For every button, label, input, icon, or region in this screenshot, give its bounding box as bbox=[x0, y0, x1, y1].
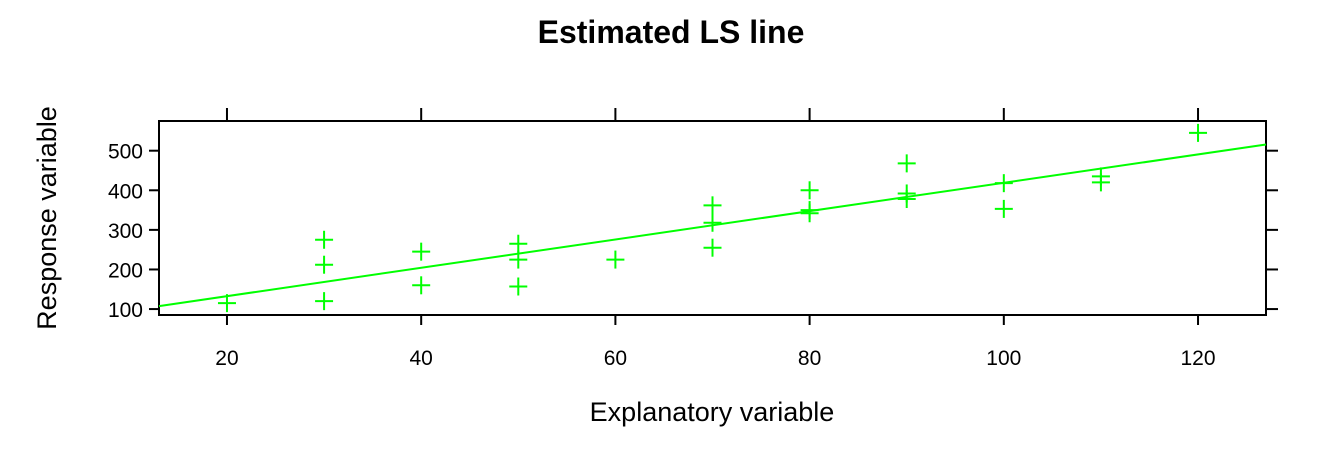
y-tick-label: 100 bbox=[108, 299, 143, 322]
data-point bbox=[703, 238, 722, 257]
data-point bbox=[315, 255, 334, 274]
data-point bbox=[315, 292, 334, 311]
data-point bbox=[412, 276, 431, 295]
data-point bbox=[315, 230, 334, 249]
data-point bbox=[897, 189, 916, 208]
axis-ticks bbox=[149, 108, 1278, 325]
x-tick-label: 20 bbox=[215, 347, 238, 370]
x-tick-label: 40 bbox=[410, 347, 433, 370]
data-point bbox=[606, 250, 625, 269]
data-point bbox=[217, 294, 236, 313]
y-tick-label: 400 bbox=[108, 180, 143, 203]
data-point bbox=[800, 204, 819, 223]
data-point bbox=[703, 196, 722, 215]
x-axis-label: Explanatory variable bbox=[590, 397, 835, 427]
y-tick-label: 300 bbox=[108, 220, 143, 243]
x-tick-label: 120 bbox=[1181, 347, 1216, 370]
x-tick-label: 60 bbox=[604, 347, 627, 370]
data-point bbox=[509, 234, 528, 253]
plot-frame bbox=[158, 120, 1267, 316]
y-tick-label: 500 bbox=[108, 141, 143, 164]
x-tick-label: 80 bbox=[798, 347, 821, 370]
y-tick-label: 200 bbox=[108, 259, 143, 282]
data-point bbox=[800, 181, 819, 200]
y-axis-label: Response variable bbox=[32, 106, 62, 330]
data-point bbox=[1091, 173, 1110, 192]
tick-labels: 20 40 60 80 100 120 100 200 300 400 500 bbox=[108, 141, 1216, 370]
data-points bbox=[217, 123, 1208, 313]
data-point bbox=[1189, 123, 1208, 142]
data-point bbox=[703, 213, 722, 232]
data-point bbox=[509, 277, 528, 296]
data-point bbox=[897, 154, 916, 173]
chart-title: Estimated LS line bbox=[538, 14, 805, 50]
x-tick-label: 100 bbox=[986, 347, 1021, 370]
data-point bbox=[994, 174, 1013, 193]
data-point bbox=[994, 199, 1013, 218]
data-point bbox=[412, 242, 431, 261]
data-point bbox=[509, 250, 528, 269]
